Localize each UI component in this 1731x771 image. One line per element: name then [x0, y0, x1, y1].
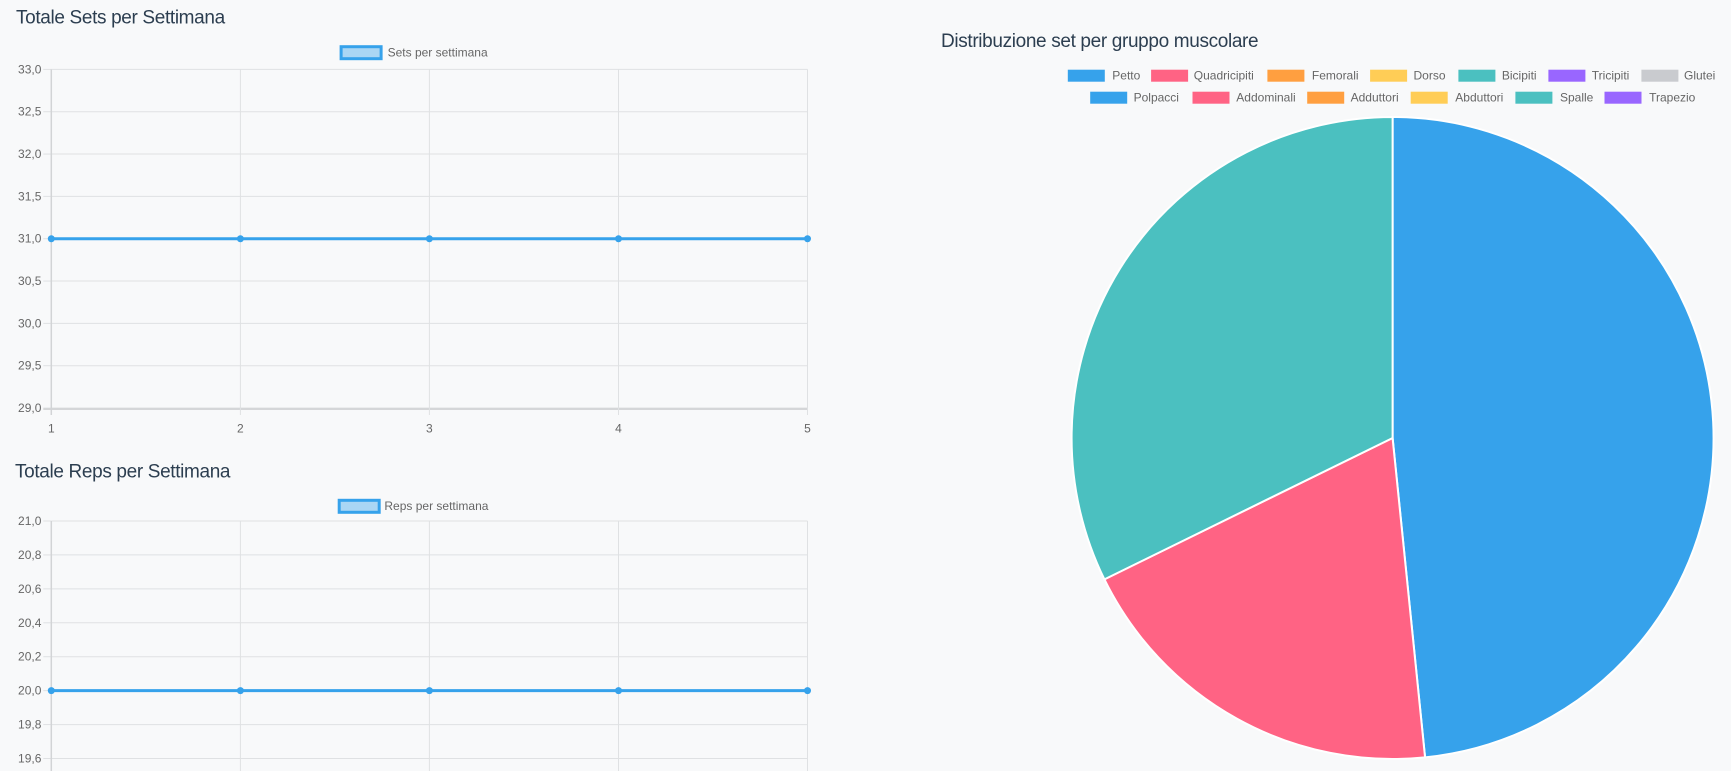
svg-text:5: 5	[804, 422, 811, 436]
svg-text:4: 4	[615, 422, 622, 436]
svg-text:Glutei: Glutei	[1684, 69, 1715, 83]
svg-text:Quadricipiti: Quadricipiti	[1194, 69, 1254, 83]
svg-text:29,0: 29,0	[18, 401, 42, 415]
svg-text:Bicipiti: Bicipiti	[1502, 69, 1537, 83]
svg-text:Adduttori: Adduttori	[1351, 91, 1399, 105]
svg-text:Petto: Petto	[1112, 69, 1140, 83]
svg-text:3: 3	[426, 422, 433, 436]
svg-text:20,0: 20,0	[18, 684, 42, 698]
svg-text:Addominali: Addominali	[1236, 91, 1295, 105]
svg-text:21,0: 21,0	[18, 514, 42, 528]
svg-text:Distribuzione set per gruppo m: Distribuzione set per gruppo muscolare	[941, 31, 1258, 52]
svg-text:20,6: 20,6	[18, 582, 42, 596]
svg-text:20,4: 20,4	[18, 616, 42, 630]
svg-text:Trapezio: Trapezio	[1649, 91, 1696, 105]
svg-text:Reps per settimana: Reps per settimana	[384, 499, 488, 513]
svg-text:Spalle: Spalle	[1560, 91, 1594, 105]
svg-text:20,8: 20,8	[18, 548, 42, 562]
svg-text:30,5: 30,5	[18, 274, 42, 288]
svg-text:Polpacci: Polpacci	[1134, 91, 1179, 105]
svg-text:Dorso: Dorso	[1414, 69, 1446, 83]
svg-text:31,5: 31,5	[18, 189, 42, 203]
svg-text:31,0: 31,0	[18, 232, 42, 246]
svg-text:33,0: 33,0	[18, 62, 42, 76]
svg-text:Abduttori: Abduttori	[1455, 91, 1503, 105]
svg-text:1: 1	[48, 422, 55, 436]
svg-text:29,5: 29,5	[18, 359, 42, 373]
svg-text:32,5: 32,5	[18, 105, 42, 119]
svg-text:Tricipiti: Tricipiti	[1592, 69, 1630, 83]
svg-text:Femorali: Femorali	[1312, 69, 1359, 83]
svg-text:30,0: 30,0	[18, 316, 42, 330]
svg-text:Sets per settimana: Sets per settimana	[388, 46, 488, 60]
svg-text:20,2: 20,2	[18, 650, 42, 664]
svg-text:Totale Reps per Settimana: Totale Reps per Settimana	[15, 462, 231, 483]
svg-text:19,8: 19,8	[18, 718, 42, 732]
svg-text:32,0: 32,0	[18, 147, 42, 161]
svg-text:19,6: 19,6	[18, 752, 42, 766]
svg-text:Totale Sets per Settimana: Totale Sets per Settimana	[16, 7, 226, 28]
svg-text:2: 2	[237, 422, 244, 436]
